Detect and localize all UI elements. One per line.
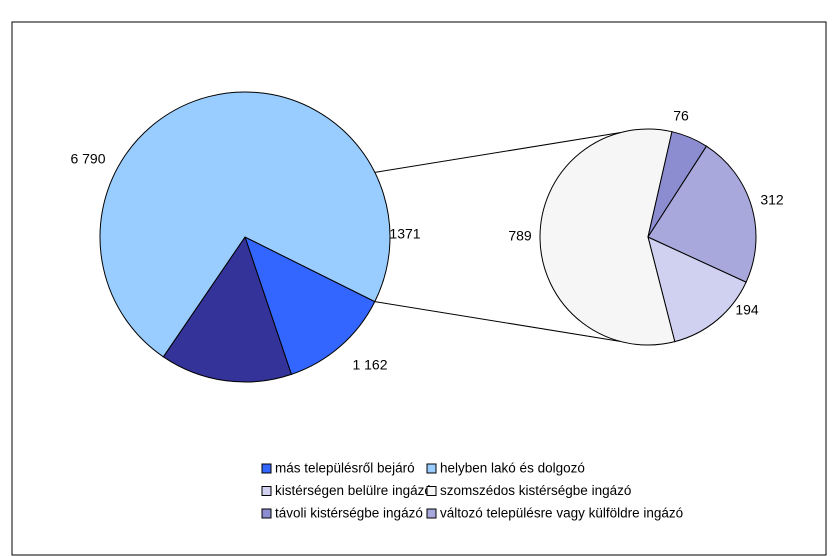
legend-label: kistérségen belülre ingázó (275, 483, 432, 498)
legend-swatch (426, 486, 437, 496)
pie-slice (99, 91, 391, 358)
connector-line (374, 301, 621, 342)
legend-swatch (426, 463, 437, 474)
legend-swatch (261, 508, 272, 519)
pie-slice (244, 236, 376, 376)
data-label: 6 790 (70, 151, 105, 167)
pie-slice (647, 236, 747, 343)
data-label: 312 (760, 192, 784, 208)
legend-label: változó településre vagy külföldre ingáz… (440, 506, 683, 521)
data-label: 194 (735, 302, 759, 318)
legend-label: távoli kistérségbe ingázó (275, 506, 423, 521)
legend-label: helyben lakó és dolgozó (440, 461, 585, 476)
data-label: 1371 (389, 226, 420, 242)
pie-slice (162, 235, 293, 383)
connector-line (374, 132, 621, 173)
legend-swatch (261, 463, 272, 474)
data-label: 1 162 (352, 357, 387, 373)
legend-label: más településről bejáró (275, 461, 415, 476)
legend-swatch (261, 486, 272, 496)
pie-slice (647, 145, 757, 283)
legend-swatch (426, 508, 437, 519)
legend-label: szomszédos kistérségbe ingázó (440, 483, 631, 498)
data-label: 76 (673, 108, 689, 124)
data-label: 789 (508, 228, 532, 244)
